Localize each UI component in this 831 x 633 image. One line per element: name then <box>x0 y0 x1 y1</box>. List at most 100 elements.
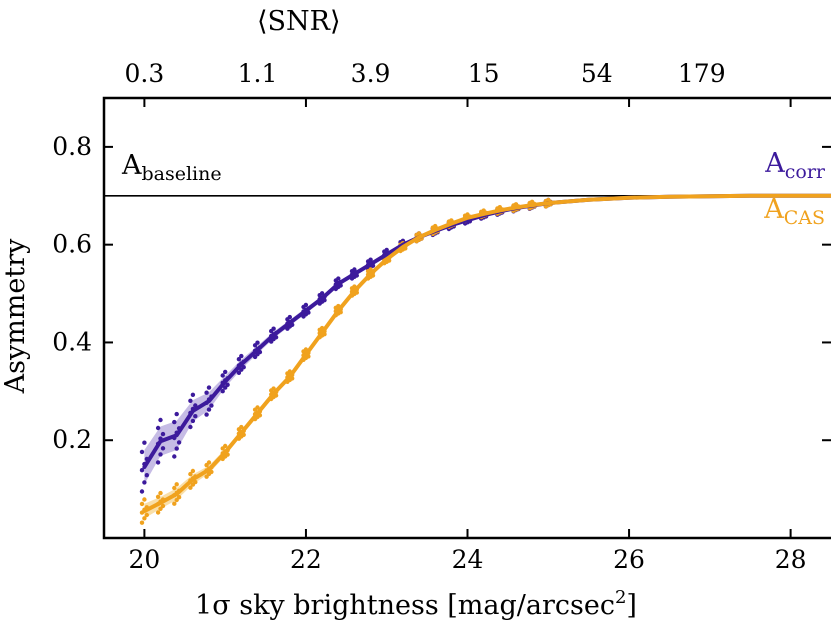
point-A_corr <box>193 414 198 419</box>
x-tick-label: 22 <box>290 545 322 574</box>
series-lines <box>142 193 831 514</box>
point-A_CAS <box>155 494 161 499</box>
point-A_corr <box>160 431 166 437</box>
point-A_corr <box>158 452 163 457</box>
x-axis: 20 22 24 26 28 <box>128 98 807 574</box>
point-A_corr <box>236 357 242 362</box>
point-A_corr <box>160 446 166 451</box>
point-A_CAS <box>172 485 177 491</box>
x-tick-label: 24 <box>452 545 484 574</box>
point-A_corr <box>368 257 373 262</box>
point-A_corr <box>142 480 147 485</box>
point-A_corr <box>287 314 292 320</box>
point-A_corr <box>220 373 225 378</box>
point-A_corr <box>139 449 145 455</box>
y-tick-label: 0.6 <box>52 230 92 259</box>
point-A_CAS <box>139 520 145 525</box>
point-A_corr <box>174 411 179 417</box>
point-A_CAS <box>206 460 212 465</box>
point-A_corr <box>155 425 161 431</box>
point-A_CAS <box>176 495 182 500</box>
point-A_corr <box>188 398 193 403</box>
top-tick-label: 15 <box>468 59 500 88</box>
point-A_corr <box>206 385 212 390</box>
point-A_corr <box>220 389 225 394</box>
top-snr-axis: 0.3 1.1 3.9 15 54 179 <box>125 59 726 88</box>
point-A_CAS <box>142 516 147 521</box>
point-A_CAS <box>172 501 177 506</box>
x-tick-label: 26 <box>613 545 645 574</box>
acorr-label: Acorr <box>764 148 826 183</box>
point-A_CAS <box>158 490 163 496</box>
point-A_corr <box>204 412 209 417</box>
point-A_CAS <box>158 506 163 511</box>
point-A_corr <box>241 365 246 370</box>
point-A_corr <box>172 419 177 425</box>
y-axis: 0.2 0.4 0.6 0.8 <box>52 132 831 454</box>
x-tick-label: 20 <box>128 545 160 574</box>
point-A_corr <box>190 392 196 397</box>
point-A_CAS <box>255 405 260 410</box>
point-A_corr <box>255 340 260 345</box>
y-axis-title: Asymmetry <box>0 238 31 395</box>
point-A_corr <box>336 276 341 281</box>
point-A_corr <box>206 407 212 412</box>
y-tick-label: 0.8 <box>52 132 92 161</box>
point-A_CAS <box>188 485 193 490</box>
point-A_CAS <box>546 197 551 203</box>
point-A_CAS <box>416 231 422 236</box>
point-A_corr <box>155 460 161 465</box>
point-A_corr <box>204 390 209 395</box>
point-A_CAS <box>193 479 198 485</box>
baseline-label: Abaseline <box>121 150 222 185</box>
point-A_corr <box>139 489 145 494</box>
acas-label: ACAS <box>763 194 825 229</box>
point-A_corr <box>225 382 230 387</box>
point-A_CAS <box>160 503 166 509</box>
line-A_CAS <box>142 193 831 514</box>
point-A_corr <box>384 247 389 253</box>
point-A_CAS <box>271 386 276 391</box>
plot-frame <box>102 96 831 540</box>
point-A_corr <box>190 418 196 424</box>
point-A_corr <box>319 291 325 296</box>
point-A_CAS <box>190 468 196 474</box>
point-A_corr <box>223 369 228 375</box>
point-A_corr <box>271 326 276 331</box>
point-A_corr <box>236 370 242 375</box>
point-A_CAS <box>239 424 244 430</box>
point-A_CAS <box>144 512 149 518</box>
point-A_CAS <box>433 223 438 229</box>
point-A_corr <box>172 454 177 459</box>
point-A_corr <box>142 440 147 445</box>
point-A_CAS <box>139 501 145 507</box>
point-A_corr <box>174 446 179 451</box>
point-A_corr <box>209 403 214 408</box>
point-A_corr <box>352 267 357 272</box>
point-A_CAS <box>188 471 193 477</box>
point-A_corr <box>144 473 149 478</box>
top-tick-label: 0.3 <box>125 59 165 88</box>
x-tick-label: 28 <box>775 545 807 574</box>
point-A_corr <box>139 468 145 473</box>
point-A_corr <box>239 353 244 359</box>
point-A_corr <box>303 302 309 308</box>
top-tick-label: 54 <box>581 59 613 88</box>
point-A_CAS <box>142 497 147 502</box>
point-A_CAS <box>155 510 161 515</box>
top-tick-label: 1.1 <box>238 59 278 88</box>
top-axis-title: ⟨SNR⟩ <box>257 6 341 37</box>
point-A_CAS <box>223 443 228 449</box>
point-A_corr <box>188 424 193 430</box>
point-A_corr <box>176 440 182 445</box>
top-tick-label: 179 <box>678 59 726 88</box>
point-A_CAS <box>529 199 535 204</box>
y-tick-label: 0.4 <box>52 327 92 356</box>
top-tick-label: 3.9 <box>351 59 391 88</box>
band-A_corr <box>144 195 831 485</box>
y-tick-label: 0.2 <box>52 425 92 454</box>
point-A_corr <box>158 417 163 423</box>
point-A_CAS <box>174 482 179 487</box>
x-axis-title: 1σ sky brightness [mag/arcsec2] <box>195 587 637 621</box>
